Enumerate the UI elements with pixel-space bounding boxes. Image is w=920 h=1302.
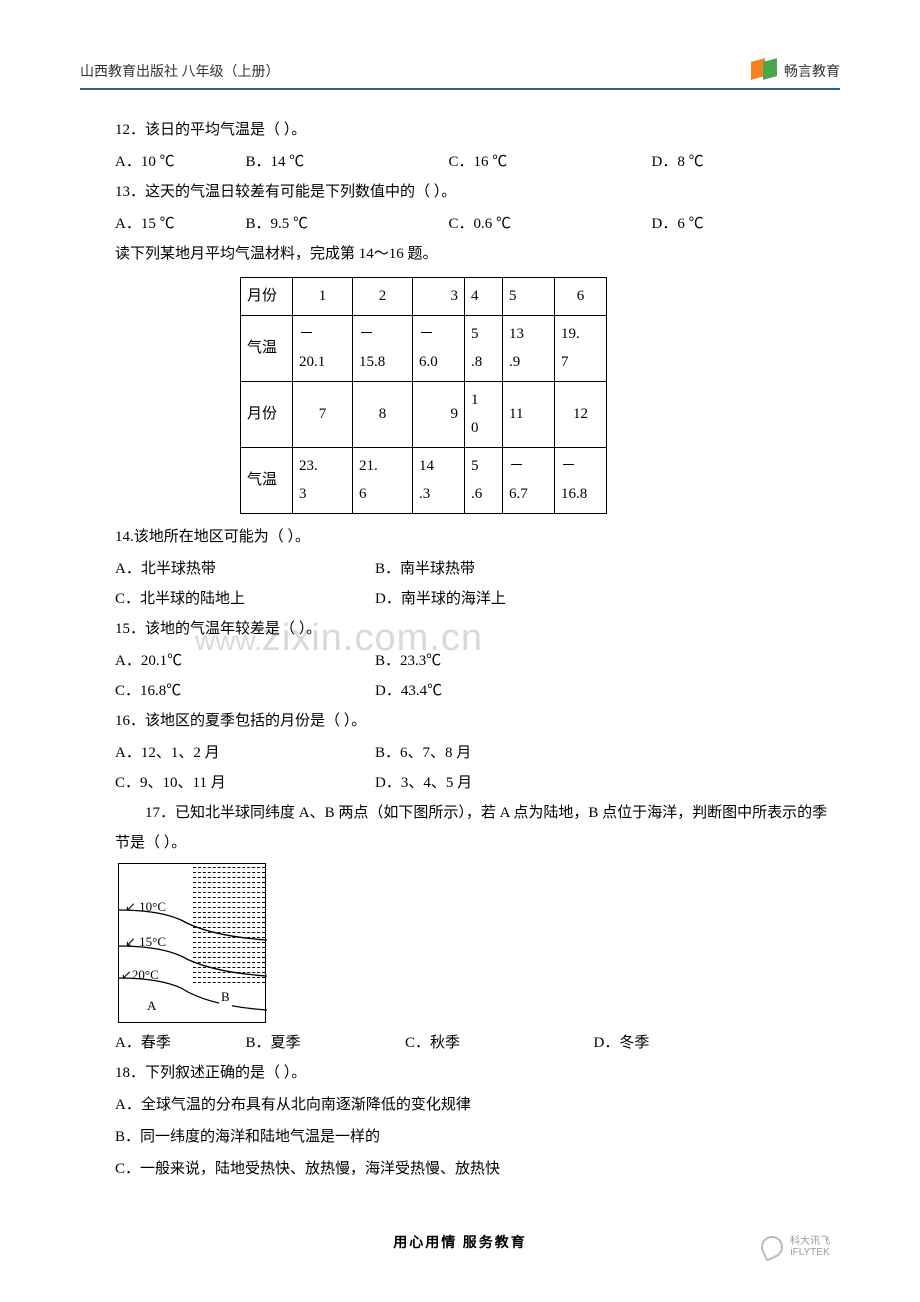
temperature-table: 月份 1 2 3 4 5 6 气温 －20.1 －15.8 －6.0 5.8 1… [240, 277, 607, 514]
q15-d: D．43.4℃ [375, 676, 442, 706]
page-footer: 用心用情 服务教育 科大讯飞 iFLYTEK [0, 1232, 920, 1252]
q18-c: C．一般来说，陆地受热快、放热慢，海洋受热慢、放热快 [100, 1154, 840, 1184]
q13-options: A．15 ℃ B．9.5 ℃ C．0.6 ℃ D．6 ℃ [100, 209, 840, 239]
label-15c: ↙ 15°C [125, 929, 166, 955]
q13-d: D．6 ℃ [652, 209, 833, 239]
q13-b: B．9.5 ℃ [246, 209, 449, 239]
q14-b: B．南半球热带 [375, 554, 475, 584]
q18-a: A．全球气温的分布具有从北向南逐渐降低的变化规律 [100, 1090, 840, 1120]
q14-c: C．北半球的陆地上 [115, 584, 375, 614]
header-brand: 畅言教育 [751, 60, 840, 82]
iflytek-text: 科大讯飞 iFLYTEK [790, 1236, 830, 1258]
brand-text: 畅言教育 [784, 61, 840, 81]
flag-icon [751, 60, 779, 82]
q17-title: 17．已知北半球同纬度 A、B 两点（如下图所示），若 A 点为陆地，B 点位于… [100, 798, 840, 858]
q15-opts-cd: C．16.8℃ D．43.4℃ [100, 676, 840, 706]
q13-c: C．0.6 ℃ [449, 209, 652, 239]
header-publisher: 山西教育出版社 八年级（上册） [80, 61, 280, 81]
q15-b: B．23.3℃ [375, 646, 441, 676]
q13-title: 13．这天的气温日较差有可能是下列数值中的（ ）。 [100, 177, 840, 207]
iflytek-logo: 科大讯飞 iFLYTEK [759, 1234, 830, 1260]
q12-options: A．10 ℃ B．14 ℃ C．16 ℃ D．8 ℃ [100, 147, 840, 177]
q16-a: A．12、1、2 月 [115, 738, 375, 768]
q16-d: D．3、4、5 月 [375, 768, 472, 798]
q14-opts-ab: A．北半球热带 B．南半球热带 [100, 554, 840, 584]
th-temp: 气温 [241, 315, 293, 381]
q12-title: 12．该日的平均气温是（ ）。 [100, 115, 840, 145]
intro-14-16: 读下列某地月平均气温材料，完成第 14～16 题。 [100, 239, 840, 269]
footer-slogan: 用心用情 服务教育 [393, 1232, 527, 1252]
q15-title: 15．该地的气温年较差是（ ）。 [100, 614, 840, 644]
q17-b: B．夏季 [246, 1028, 406, 1058]
label-20c: ↙20°C [121, 962, 159, 988]
q17-a: A．春季 [115, 1028, 246, 1058]
label-10c: ↙ 10°C [125, 894, 166, 920]
q14-d: D．南半球的海洋上 [375, 584, 506, 614]
label-b: B [219, 984, 232, 1010]
q18-b: B．同一纬度的海洋和陆地气温是一样的 [100, 1122, 840, 1152]
q16-b: B．6、7、8 月 [375, 738, 471, 768]
q14-title: 14.该地所在地区可能为（ ）。 [100, 522, 840, 552]
q18-title: 18．下列叙述正确的是（ ）。 [100, 1058, 840, 1088]
q14-a: A．北半球热带 [115, 554, 375, 584]
q13-a: A．15 ℃ [115, 209, 246, 239]
q15-opts-ab: A．20.1℃ B．23.3℃ [100, 646, 840, 676]
q14-opts-cd: C．北半球的陆地上 D．南半球的海洋上 [100, 584, 840, 614]
q16-c: C．9、10、11 月 [115, 768, 375, 798]
label-a: A [147, 993, 156, 1019]
q15-a: A．20.1℃ [115, 646, 375, 676]
q12-a: A．10 ℃ [115, 147, 246, 177]
iflytek-icon [759, 1234, 785, 1260]
q15-c: C．16.8℃ [115, 676, 375, 706]
q12-d: D．8 ℃ [652, 147, 833, 177]
q17-options: A．春季 B．夏季 C．秋季 D．冬季 [100, 1028, 840, 1058]
page-header: 山西教育出版社 八年级（上册） 畅言教育 [80, 60, 840, 90]
q12-b: B．14 ℃ [246, 147, 449, 177]
q12-c: C．16 ℃ [449, 147, 652, 177]
q16-opts-cd: C．9、10、11 月 D．3、4、5 月 [100, 768, 840, 798]
th-month: 月份 [241, 278, 293, 316]
q17-c: C．秋季 [405, 1028, 594, 1058]
q16-title: 16．该地区的夏季包括的月份是（ ）。 [100, 706, 840, 736]
q16-opts-ab: A．12、1、2 月 B．6、7、8 月 [100, 738, 840, 768]
isotherm-diagram: ↙ 10°C ↙ 15°C ↙20°C A B [118, 863, 266, 1023]
q17-d: D．冬季 [594, 1028, 650, 1058]
